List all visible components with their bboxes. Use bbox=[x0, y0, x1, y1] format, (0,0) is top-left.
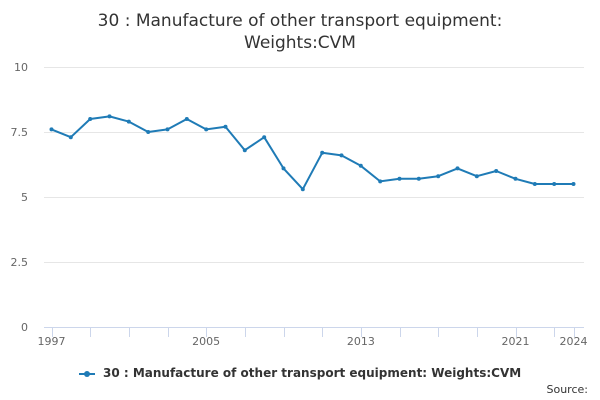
data-point bbox=[378, 179, 383, 184]
series-group bbox=[49, 114, 576, 192]
data-point bbox=[494, 169, 499, 173]
data-point bbox=[532, 182, 537, 186]
y-axis-labels: 0 2.5 5 7.5 10 bbox=[11, 61, 29, 334]
data-point bbox=[513, 176, 518, 181]
data-point bbox=[474, 174, 479, 179]
series-line bbox=[51, 115, 574, 191]
y-tick-label: 2.5 bbox=[11, 256, 29, 269]
data-point bbox=[184, 117, 189, 121]
legend-swatch-icon bbox=[78, 369, 95, 379]
x-tick-label: 2024 bbox=[560, 335, 588, 348]
x-tick-label: 2013 bbox=[347, 335, 375, 348]
data-point bbox=[339, 153, 344, 158]
data-point bbox=[571, 182, 576, 186]
x-axis-labels: 1997 2005 2013 2021 2024 bbox=[38, 335, 588, 348]
data-point bbox=[88, 117, 93, 121]
grid-lines bbox=[44, 67, 584, 263]
x-tick-label: 2005 bbox=[192, 335, 220, 348]
data-point bbox=[223, 124, 228, 129]
data-point bbox=[204, 127, 209, 132]
data-point bbox=[320, 150, 325, 155]
data-point bbox=[281, 166, 286, 171]
chart-title: 30 : Manufacture of other transport equi… bbox=[97, 11, 503, 53]
data-point bbox=[126, 119, 131, 124]
data-point bbox=[68, 135, 73, 140]
data-point bbox=[358, 163, 363, 168]
data-point bbox=[146, 130, 151, 134]
data-point bbox=[300, 187, 305, 192]
x-tick-label: 2021 bbox=[502, 335, 530, 348]
y-tick-label: 5 bbox=[21, 191, 28, 204]
data-point bbox=[165, 127, 170, 132]
data-point bbox=[242, 148, 247, 153]
data-point bbox=[416, 176, 421, 181]
data-point bbox=[552, 182, 557, 186]
data-point bbox=[262, 135, 267, 140]
data-point bbox=[397, 176, 402, 181]
source-label: Source: bbox=[546, 383, 589, 396]
x-tick-label: 1997 bbox=[38, 335, 66, 348]
y-tick-label: 0 bbox=[21, 321, 28, 334]
y-tick-label: 7.5 bbox=[11, 126, 29, 139]
data-point bbox=[49, 127, 54, 132]
data-point bbox=[436, 174, 441, 179]
x-axis bbox=[44, 327, 584, 337]
data-point bbox=[455, 166, 460, 171]
y-tick-label: 10 bbox=[14, 61, 28, 74]
legend[interactable]: 30 : Manufacture of other transport equi… bbox=[0, 366, 600, 380]
data-point bbox=[107, 114, 112, 119]
legend-label[interactable]: 30 : Manufacture of other transport equi… bbox=[102, 366, 522, 380]
